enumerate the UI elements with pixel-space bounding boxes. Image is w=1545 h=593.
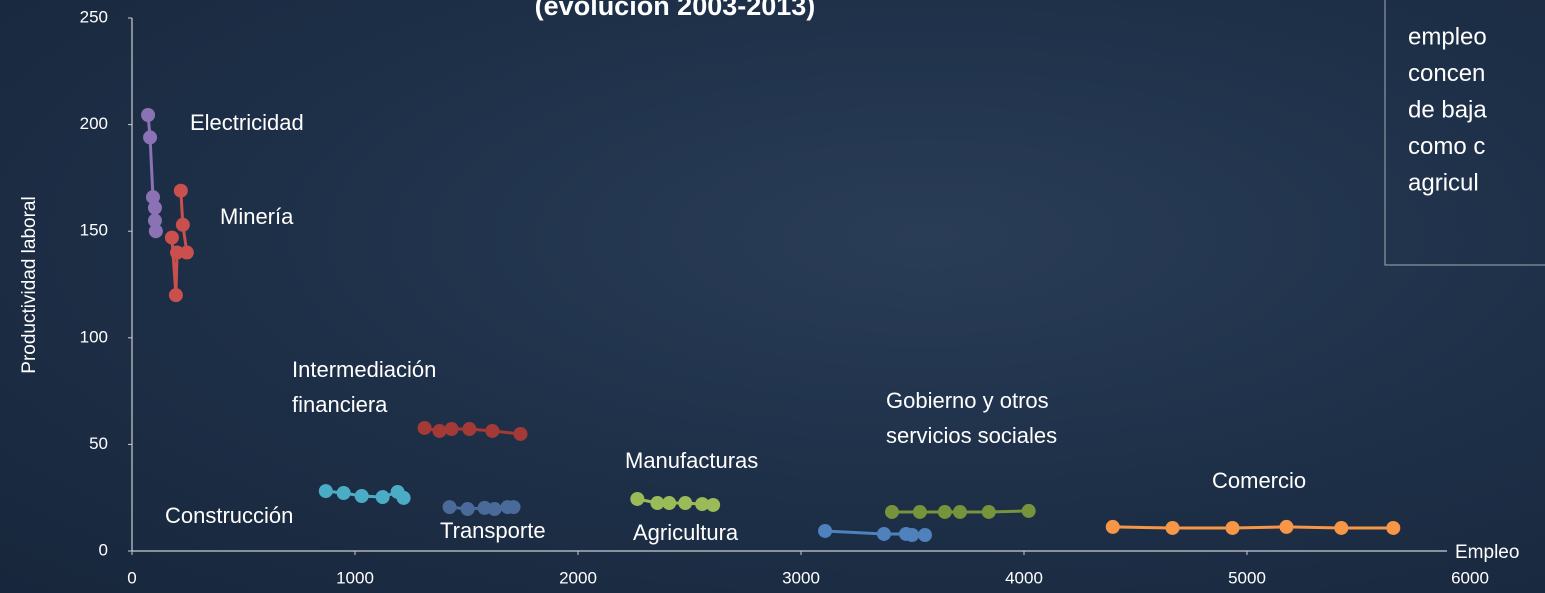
y-axis-label: Productividad laboral <box>19 196 40 373</box>
point <box>442 500 457 515</box>
point <box>175 217 190 232</box>
series-label: Gobierno y otros servicios sociales <box>886 388 1058 448</box>
point <box>506 500 521 515</box>
point <box>168 288 183 303</box>
annotation-line: agricul <box>1408 170 1479 197</box>
point <box>1165 520 1180 535</box>
y-tick-label: 0 <box>99 540 108 559</box>
series-line <box>1112 525 1394 530</box>
x-axis-label: Empleo <box>1455 542 1519 563</box>
point <box>695 497 710 512</box>
x-tick-label: 1000 <box>336 568 374 587</box>
annotation-line: como c <box>1408 133 1485 160</box>
point <box>375 490 390 505</box>
point <box>460 501 475 516</box>
point <box>147 213 162 228</box>
point <box>630 491 645 506</box>
point <box>179 245 194 260</box>
point <box>164 230 179 245</box>
point <box>432 423 447 438</box>
point <box>1279 519 1294 534</box>
point <box>145 190 160 205</box>
point <box>170 245 185 260</box>
point <box>1386 520 1401 535</box>
point <box>487 501 502 516</box>
point <box>912 504 927 519</box>
series-label: Minería <box>220 204 294 229</box>
y-tick-label: 250 <box>80 7 108 26</box>
point <box>141 108 156 123</box>
y-tick-label: 100 <box>80 327 108 346</box>
point <box>148 224 163 239</box>
annotation-box <box>1384 0 1545 266</box>
annotation-line: empleo <box>1408 23 1487 50</box>
series-label: Transporte <box>440 518 546 543</box>
point <box>1225 520 1240 535</box>
point <box>143 130 158 145</box>
chart-title: (evolución 2003-2013) <box>535 0 816 21</box>
annotation-line: de baja <box>1408 97 1487 124</box>
x-tick-label: 4000 <box>1005 568 1043 587</box>
point <box>513 426 528 441</box>
point <box>952 504 967 519</box>
x-tick-label: 0 <box>127 568 136 587</box>
x-tick-label: 5000 <box>1228 568 1266 587</box>
y-tick-label: 150 <box>80 221 108 240</box>
x-tick-label: 3000 <box>782 568 820 587</box>
point <box>884 504 899 519</box>
point <box>1021 503 1036 518</box>
series-label: Comercio <box>1212 468 1307 493</box>
x-tick-label: 2000 <box>559 568 597 587</box>
point <box>662 496 677 511</box>
point <box>462 422 477 437</box>
point <box>905 528 920 543</box>
point <box>706 497 721 512</box>
point <box>650 496 665 511</box>
series-label: Electricidad <box>190 110 304 135</box>
y-tick-label: 200 <box>80 114 108 133</box>
point <box>417 420 432 435</box>
point <box>876 526 891 541</box>
point <box>678 496 693 511</box>
series-label: Agricultura <box>633 520 739 545</box>
point <box>173 183 188 198</box>
point <box>917 528 932 543</box>
y-tick-label: 50 <box>89 434 108 453</box>
point <box>354 488 369 503</box>
series-label: Intermediación financiera <box>292 357 437 417</box>
annotation-line: concen <box>1408 60 1485 87</box>
x-tick-label: 6000 <box>1451 568 1489 587</box>
point <box>981 504 996 519</box>
point <box>318 484 333 499</box>
point <box>444 422 459 437</box>
series-label: Construcción <box>165 503 294 528</box>
point <box>396 490 411 505</box>
point <box>1105 519 1120 534</box>
point <box>1334 520 1349 535</box>
point <box>937 504 952 519</box>
series-label: Manufacturas <box>625 448 759 473</box>
point <box>147 200 162 215</box>
point <box>485 423 500 438</box>
point <box>818 523 833 538</box>
point <box>336 486 351 501</box>
